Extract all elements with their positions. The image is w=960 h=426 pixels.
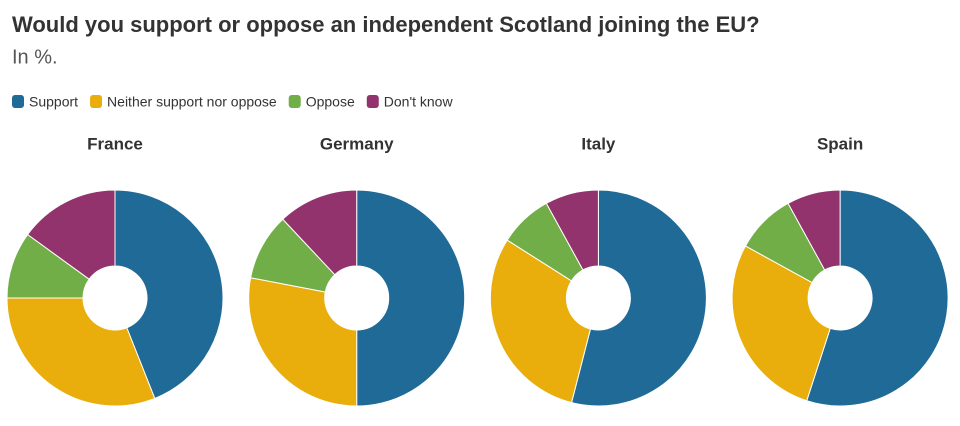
legend-label: Oppose [306, 94, 355, 110]
legend-swatch [288, 95, 301, 108]
chart-subtitle: In %. [12, 46, 58, 68]
pie-title: France [87, 134, 143, 153]
pie-slice [787, 189, 841, 271]
legend-swatch [366, 95, 379, 108]
chart-title: Would you support or oppose an independe… [12, 12, 760, 37]
pie-slice [356, 189, 466, 407]
pie-slice [114, 189, 224, 400]
legend: Support Neither support nor oppose Oppose D… [12, 94, 453, 110]
pie-slice [6, 297, 156, 407]
pie-slice [26, 189, 116, 280]
pie-title: Spain [817, 134, 863, 153]
pie-title: Italy [581, 134, 616, 153]
pie-title: Germany [320, 134, 394, 153]
legend-label: Don't know [384, 94, 454, 110]
pie-slice [489, 239, 592, 404]
pie-slice [545, 189, 599, 271]
pie-slice [806, 189, 949, 407]
pie-slice [731, 245, 831, 402]
legend-swatch [90, 95, 103, 108]
legend-label: Support [29, 94, 78, 110]
pie-slice [248, 277, 358, 407]
pie-slice [282, 189, 358, 276]
legend-label: Neither support nor oppose [107, 94, 277, 110]
legend-swatch [12, 95, 24, 108]
pie-slice [570, 189, 707, 407]
